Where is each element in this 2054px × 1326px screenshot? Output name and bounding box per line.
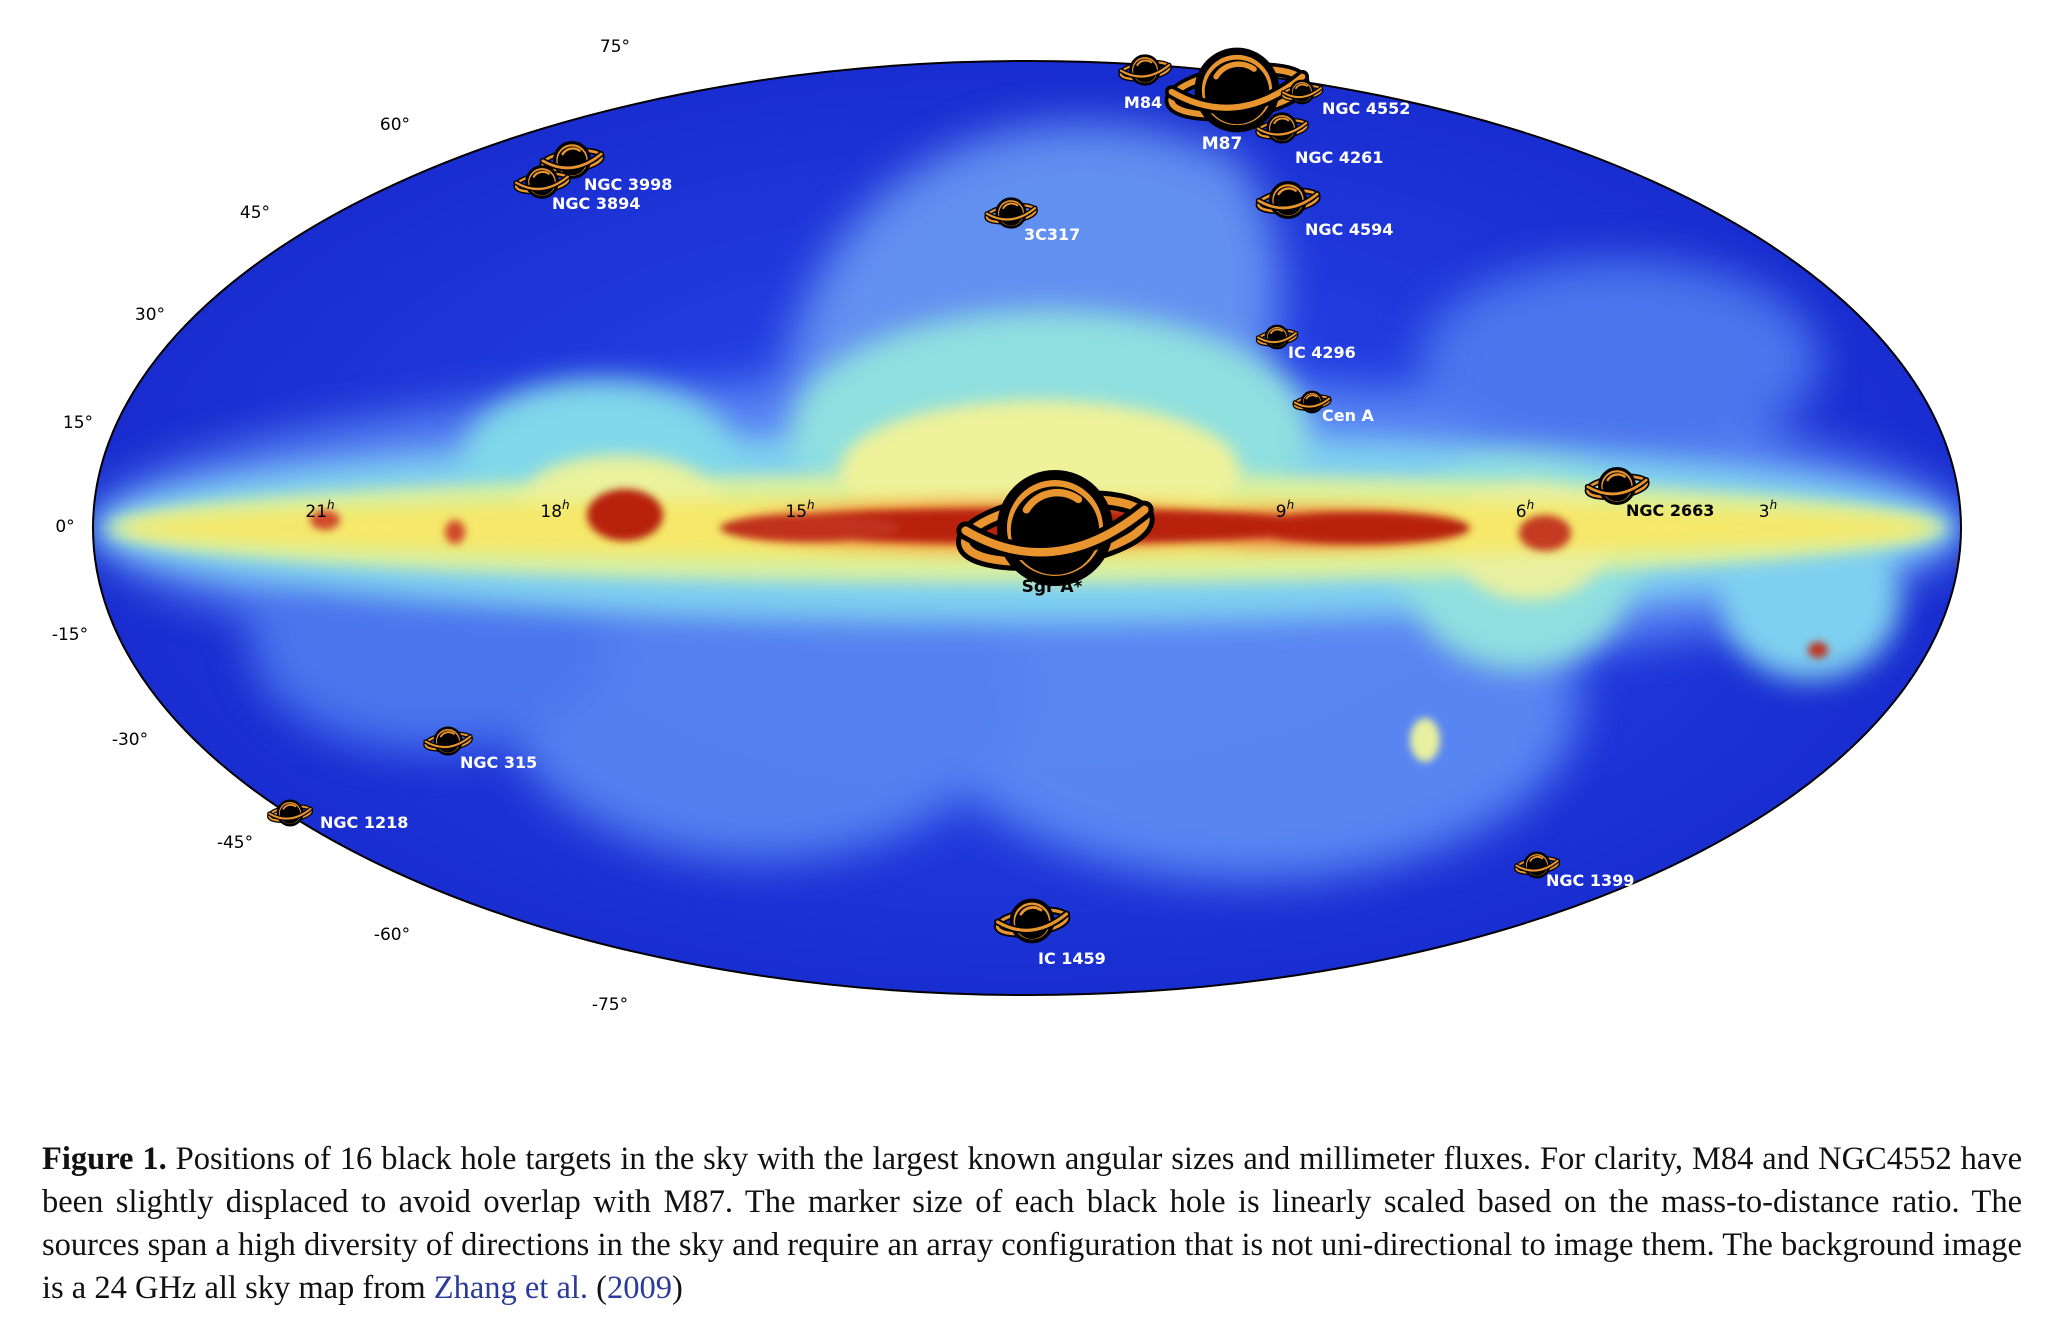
black-hole-label-3c317: 3C317: [1024, 225, 1080, 244]
latitude-label: 0°: [55, 517, 74, 537]
citation-open-paren: (: [588, 1270, 607, 1306]
sky-map-figure: 75° 60° 45° 30° 15° 0° -15° -30° -45° -60° -75° 21…: [52, 37, 1962, 1015]
black-hole-marker-ngc-4552: [1280, 79, 1324, 105]
black-hole-marker-ngc-315: [423, 726, 473, 756]
caption-text: Positions of 16 black hole targets in th…: [42, 1141, 2022, 1306]
citation-year-link[interactable]: 2009: [607, 1270, 672, 1306]
latitude-label: 60°: [380, 115, 410, 135]
figure-caption: Figure 1. Positions of 16 black hole tar…: [42, 1138, 2022, 1310]
latitude-label: -45°: [217, 833, 253, 853]
black-hole-label-cen-a: Cen A: [1322, 406, 1375, 425]
latitude-label: 75°: [600, 37, 630, 57]
black-hole-label-ngc-3894: NGC 3894: [552, 194, 640, 213]
black-hole-label-sgr-a: Sgr A*: [1022, 577, 1083, 597]
black-hole-label-ngc-3998: NGC 3998: [584, 175, 672, 194]
latitude-label: -30°: [112, 730, 148, 750]
black-hole-label-ngc-1218: NGC 1218: [320, 813, 408, 832]
citation-author-link[interactable]: Zhang et al.: [433, 1270, 589, 1306]
black-hole-label-ic-1459: IC 1459: [1038, 949, 1106, 968]
black-hole-label-m87: M87: [1202, 134, 1243, 154]
black-hole-marker-ngc-4261: [1255, 112, 1309, 144]
black-hole-label-ngc-315: NGC 315: [460, 753, 537, 772]
latitude-labels: 75° 60° 45° 30° 15° 0° -15° -30° -45° -60° -75°: [52, 37, 630, 1015]
black-hole-marker-ic-4296: [1255, 324, 1299, 350]
latitude-label: 30°: [135, 305, 165, 325]
black-hole-marker-ngc-2663: [1584, 467, 1650, 505]
caption-label: Figure 1.: [42, 1141, 167, 1177]
black-hole-marker-ngc-1399: [1514, 851, 1561, 879]
black-hole-marker-ngc-3894: [513, 165, 571, 199]
latitude-label: -15°: [52, 625, 88, 645]
black-hole-label-ngc-1399: NGC 1399: [1546, 871, 1634, 890]
black-hole-label-ngc-4594: NGC 4594: [1305, 220, 1393, 239]
black-hole-label-ic-4296: IC 4296: [1288, 343, 1356, 362]
sky-emission-map: [93, 61, 1961, 995]
latitude-label: -75°: [592, 995, 628, 1015]
black-hole-marker-sgr-a: [956, 469, 1155, 587]
black-hole-marker-cen-a: [1292, 390, 1332, 414]
black-hole-label-m84: M84: [1124, 93, 1162, 112]
latitude-label: -60°: [374, 925, 410, 945]
black-hole-marker-ic-1459: [993, 898, 1071, 944]
black-hole-marker-m84: [1118, 54, 1172, 86]
all-sky-map: 75° 60° 45° 30° 15° 0° -15° -30° -45° -60° -75° 21…: [52, 37, 1962, 1015]
black-hole-label-ngc-4552: NGC 4552: [1322, 99, 1410, 118]
black-hole-label-ngc-4261: NGC 4261: [1295, 148, 1383, 167]
sky-ellipse-border: [92, 60, 1962, 996]
black-hole-marker-ngc-4594: [1255, 181, 1321, 219]
latitude-label: 15°: [63, 413, 93, 433]
ra-label: 21h: [305, 498, 334, 522]
black-hole-marker-ngc-1218: [267, 799, 314, 827]
black-hole-marker-ngc-3998: [539, 141, 605, 179]
citation-close-paren: ): [672, 1270, 683, 1306]
black-hole-marker-3c317: [984, 197, 1038, 229]
latitude-label: 45°: [240, 203, 270, 223]
black-hole-label-ngc-2663: NGC 2663: [1626, 501, 1714, 520]
